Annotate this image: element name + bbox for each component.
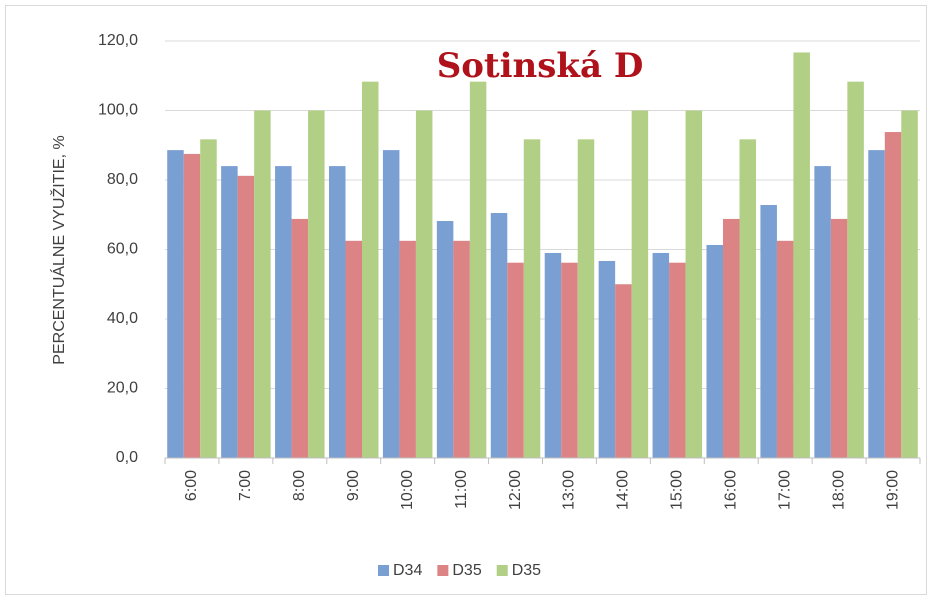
bar: [776, 240, 794, 458]
y-tick-label: 80,0: [107, 171, 138, 188]
chart-title: Sotinská D: [437, 46, 644, 86]
bar: [362, 81, 379, 458]
bar: [453, 240, 470, 458]
bar: [167, 150, 184, 459]
legend-swatch: [437, 565, 449, 576]
x-tick-label: 15:00: [669, 470, 686, 510]
bar: [291, 218, 309, 458]
bar: [739, 139, 756, 458]
y-tick-label: 60,0: [107, 241, 138, 258]
bar: [615, 284, 632, 458]
bar: [814, 166, 831, 458]
bar: [598, 260, 616, 458]
bar: [706, 244, 723, 458]
bar: [669, 262, 686, 458]
bar: [415, 110, 433, 458]
bar: [685, 110, 703, 458]
y-tick-label: 40,0: [107, 310, 138, 327]
x-tick-label: 11:00: [453, 470, 470, 509]
bar: [254, 110, 271, 458]
bar: [561, 262, 578, 458]
bar: [847, 81, 864, 458]
x-tick-label: 16:00: [722, 470, 739, 510]
legend-label: D35: [452, 562, 481, 579]
x-tick-label: 17:00: [776, 470, 793, 510]
bar: [760, 205, 777, 458]
legend-label: D35: [512, 562, 541, 579]
x-tick-label: 9:00: [345, 470, 362, 501]
bar: [308, 110, 325, 458]
x-tick-label: 7:00: [237, 470, 254, 501]
bar: [577, 139, 595, 458]
bar: [345, 240, 362, 458]
bar: [183, 153, 201, 458]
bar: [507, 262, 524, 458]
x-tick-label: 6:00: [183, 470, 200, 501]
y-tick-label: 20,0: [107, 380, 138, 397]
bar: [200, 139, 217, 458]
y-tick-label: 0,0: [116, 449, 138, 466]
x-tick-label: 12:00: [507, 470, 524, 510]
bar: [652, 252, 670, 458]
bar: [884, 132, 902, 459]
y-tick-label: 120,0: [98, 32, 138, 49]
y-tick-label: 100,0: [98, 102, 138, 119]
legend-swatch: [378, 565, 389, 576]
x-tick-label: 13:00: [561, 470, 578, 510]
x-tick-label: 8:00: [291, 470, 308, 501]
bar: [382, 150, 400, 459]
bar: [275, 166, 292, 458]
bar: [399, 240, 416, 458]
bar: [436, 221, 454, 458]
bar: [723, 218, 740, 458]
bar: [329, 166, 346, 458]
bar: [221, 166, 238, 458]
bar: [901, 110, 918, 458]
y-axis-label: PERCENTUÁLNE VYUŽITIE, %: [49, 135, 68, 364]
bar: [237, 175, 255, 458]
bar: [490, 213, 508, 458]
legend-label: D34: [393, 562, 422, 579]
legend-swatch: [496, 565, 508, 576]
bar: [631, 110, 649, 458]
bar: [868, 150, 885, 459]
bar: [830, 218, 848, 458]
x-tick-label: 10:00: [399, 470, 416, 510]
x-tick-label: 14:00: [615, 470, 632, 510]
x-tick-label: 18:00: [830, 470, 847, 510]
bar: [469, 81, 487, 458]
bar: [523, 139, 541, 458]
bar: [793, 52, 810, 458]
x-tick-label: 19:00: [884, 470, 901, 510]
bar: [544, 252, 562, 458]
